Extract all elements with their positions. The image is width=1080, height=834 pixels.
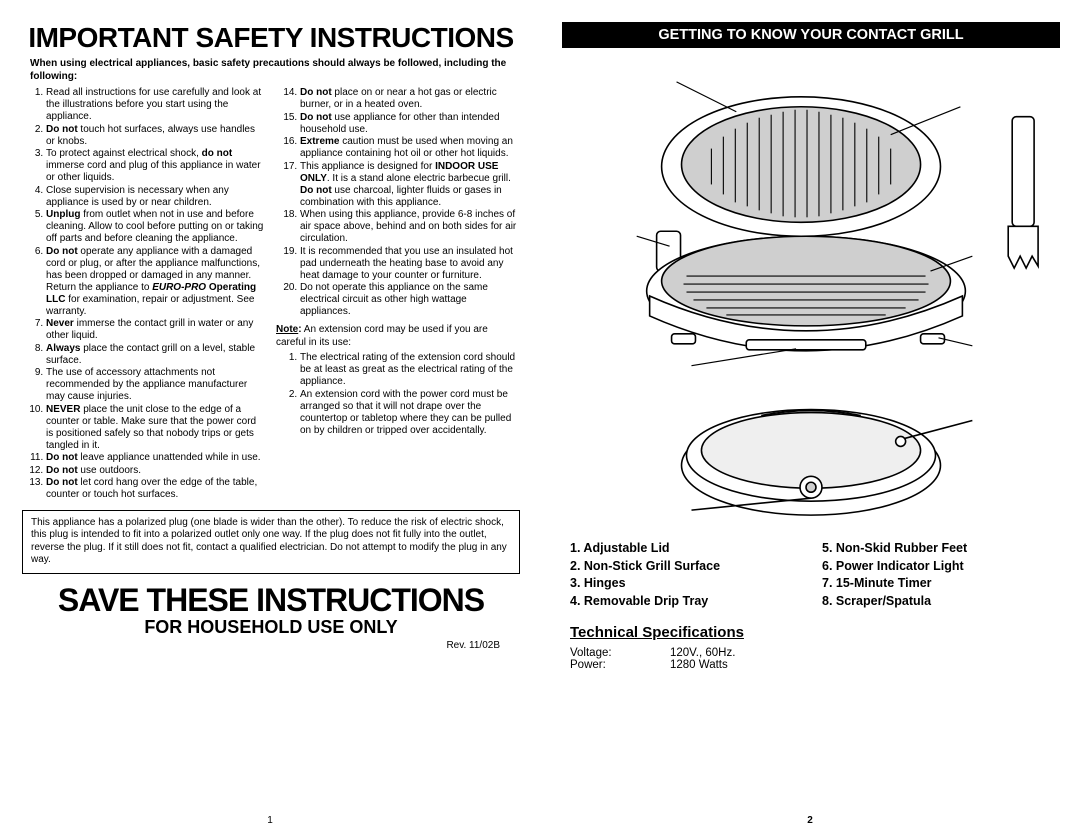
- extension-list: The electrical rating of the extension c…: [276, 352, 520, 437]
- part-item: 7. 15-Minute Timer: [822, 575, 1060, 593]
- svg-text:3: 3: [626, 227, 634, 243]
- instruction-columns: Read all instructions for use carefully …: [22, 87, 520, 502]
- tech-row: Power:1280 Watts: [570, 659, 1060, 671]
- svg-text:5: 5: [976, 338, 984, 354]
- instruction-item: Close supervision is necessary when any …: [46, 185, 266, 209]
- instruction-item: Do not operate this appliance on the sam…: [300, 282, 520, 318]
- instructions-list-2: Do not place on or near a hot gas or ele…: [276, 87, 520, 318]
- instruction-item: Read all instructions for use carefully …: [46, 87, 266, 123]
- instruction-item: Extreme caution must be used when moving…: [300, 136, 520, 160]
- svg-text:2: 2: [976, 247, 984, 263]
- extension-note: Note: An extension cord may be used if y…: [276, 324, 520, 349]
- tech-label: Voltage:: [570, 647, 670, 659]
- instruction-item: When using this appliance, provide 6-8 i…: [300, 209, 520, 245]
- instruction-item: Do not leave appliance unattended while …: [46, 452, 266, 464]
- instructions-col-1: Read all instructions for use carefully …: [22, 87, 266, 502]
- instruction-item: Do not let cord hang over the edge of th…: [46, 477, 266, 501]
- instruction-item: Always place the contact grill on a leve…: [46, 343, 266, 367]
- part-item: 8. Scraper/Spatula: [822, 593, 1060, 611]
- page-right: GETTING TO KNOW YOUR CONTACT GRILL: [540, 0, 1080, 834]
- page-number: 1: [267, 815, 273, 826]
- parts-list: 1. Adjustable Lid2. Non-Stick Grill Surf…: [562, 540, 1060, 610]
- instruction-item: Do not use outdoors.: [46, 465, 266, 477]
- part-item: 1. Adjustable Lid: [570, 540, 808, 558]
- tech-value: 1280 Watts: [670, 659, 728, 671]
- part-item: 2. Non-Stick Grill Surface: [570, 558, 808, 576]
- part-item: 4. Removable Drip Tray: [570, 593, 808, 611]
- parts-left-col: 1. Adjustable Lid2. Non-Stick Grill Surf…: [570, 540, 808, 610]
- instructions-list-1: Read all instructions for use carefully …: [22, 87, 266, 501]
- instruction-item: NEVER place the unit close to the edge o…: [46, 404, 266, 452]
- instruction-item: Do not operate any appliance with a dama…: [46, 246, 266, 318]
- instruction-item: Do not use appliance for other than inte…: [300, 112, 520, 136]
- instruction-item: Never immerse the contact grill in water…: [46, 318, 266, 342]
- tech-label: Power:: [570, 659, 670, 671]
- svg-text:7: 7: [680, 502, 688, 518]
- page-number: 2: [807, 815, 813, 826]
- part-item: 5. Non-Skid Rubber Feet: [822, 540, 1060, 558]
- part-item: 3. Hinges: [570, 575, 808, 593]
- svg-text:8: 8: [1038, 265, 1046, 281]
- instruction-item: The electrical rating of the extension c…: [300, 352, 520, 388]
- instruction-item: To protect against electrical shock, do …: [46, 148, 266, 184]
- polarized-plug-warning: This appliance has a polarized plug (one…: [22, 510, 520, 574]
- instruction-item: Unplug from outlet when not in use and b…: [46, 209, 266, 245]
- grill-diagram: 1 2 3 2 4 5 7: [562, 56, 1060, 536]
- tech-value: 120V., 60Hz.: [670, 647, 735, 659]
- instructions-col-2: Do not place on or near a hot gas or ele…: [276, 87, 520, 502]
- grill-svg: 1 2 3 2 4 5 7: [562, 56, 1060, 536]
- svg-text:6: 6: [976, 410, 984, 426]
- instruction-item: Do not place on or near a hot gas or ele…: [300, 87, 520, 111]
- save-instructions-heading: SAVE THESE INSTRUCTIONS: [22, 582, 520, 619]
- tech-spec-heading: Technical Specifications: [562, 624, 1060, 641]
- svg-text:4: 4: [680, 359, 688, 375]
- tech-row: Voltage:120V., 60Hz.: [570, 647, 1060, 659]
- instruction-item: An extension cord with the power cord mu…: [300, 389, 520, 437]
- instruction-item: This appliance is designed for INDOOR US…: [300, 161, 520, 209]
- tech-spec-table: Voltage:120V., 60Hz.Power:1280 Watts: [562, 647, 1060, 671]
- instruction-item: It is recommended that you use an insula…: [300, 246, 520, 282]
- revision-label: Rev. 11/02B: [22, 640, 520, 651]
- part-item: 6. Power Indicator Light: [822, 558, 1060, 576]
- svg-text:2: 2: [964, 99, 972, 115]
- page-left: IMPORTANT SAFETY INSTRUCTIONS When using…: [0, 0, 540, 834]
- parts-right-col: 5. Non-Skid Rubber Feet6. Power Indicato…: [822, 540, 1060, 610]
- instruction-item: The use of accessory attachments not rec…: [46, 367, 266, 403]
- svg-text:1: 1: [665, 72, 673, 88]
- getting-to-know-header: GETTING TO KNOW YOUR CONTACT GRILL: [562, 22, 1060, 48]
- instruction-item: Do not touch hot surfaces, always use ha…: [46, 124, 266, 148]
- safety-title: IMPORTANT SAFETY INSTRUCTIONS: [22, 22, 520, 54]
- household-use-heading: FOR HOUSEHOLD USE ONLY: [22, 617, 520, 638]
- intro-text: When using electrical appliances, basic …: [22, 58, 520, 83]
